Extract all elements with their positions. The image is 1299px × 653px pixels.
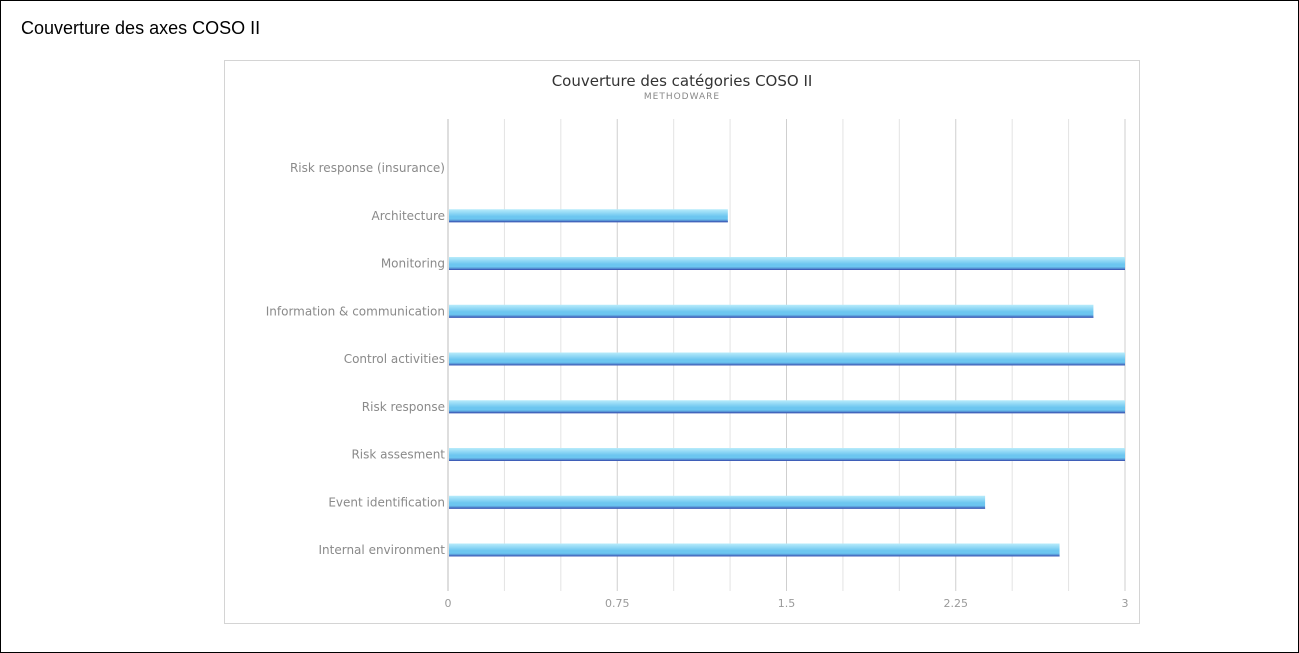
category-label: Information & communication [266,304,445,318]
bar [449,448,1125,461]
bar [449,257,1125,270]
category-label: Event identification [328,495,445,509]
chart-title: Couverture des catégories COSO II [552,72,813,90]
bar [449,543,1060,557]
category-label: Risk assesment [351,448,445,462]
x-tick-label: 0.75 [605,597,630,610]
bar [449,400,1125,414]
x-tick-label: 0 [445,597,452,610]
chart-panel: Couverture des catégories COSO II METHODW… [224,60,1140,624]
bar-chart: Couverture des catégories COSO II METHODW… [266,72,1129,610]
category-label: Monitoring [381,257,445,271]
category-label: Control activities [344,352,445,366]
category-label: Architecture [372,209,445,223]
x-tick-label: 1.5 [778,597,796,610]
category-label: Risk response [362,400,445,414]
category-label: Internal environment [319,543,446,557]
category-label: Risk response (insurance) [290,161,445,175]
x-tick-label: 2.25 [944,597,969,610]
bar [449,304,1094,318]
chart-subtitle: METHODWARE [644,92,720,102]
x-tick-label: 3 [1122,597,1129,610]
bar [449,495,986,509]
bar [449,352,1125,366]
bar [449,209,728,223]
page-title: Couverture des axes COSO II [21,18,261,38]
